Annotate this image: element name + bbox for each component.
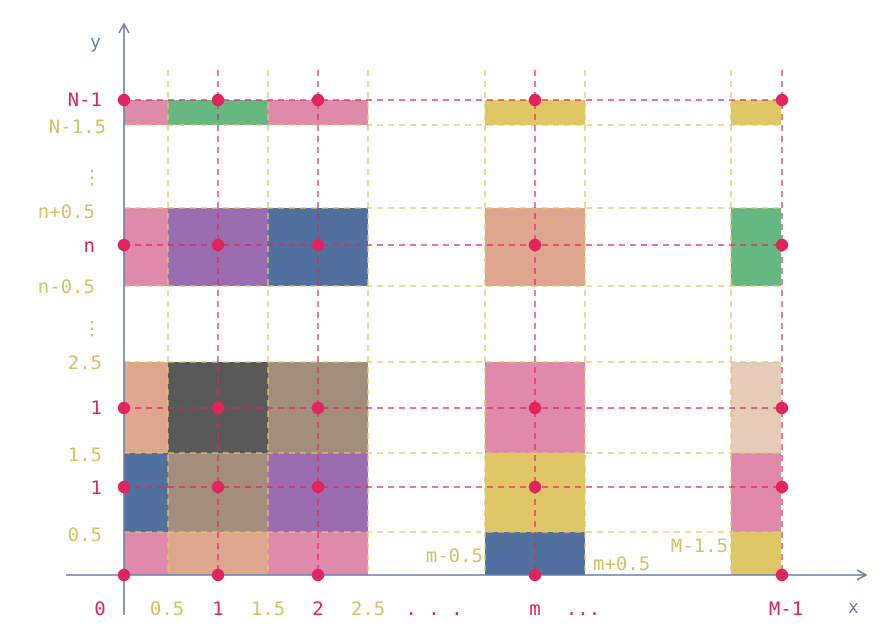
sample-point-0-r2 bbox=[117, 401, 131, 415]
sample-point-M-1-n bbox=[775, 238, 789, 252]
grid-cell-0-n bbox=[124, 208, 168, 286]
sample-points bbox=[117, 93, 789, 582]
sample-point-M-1-r0 bbox=[775, 568, 789, 582]
x-label-0.5: 0.5 bbox=[150, 598, 184, 620]
grid-cell-0-N-1 bbox=[124, 100, 168, 125]
label-M-1.5: M-1.5 bbox=[671, 535, 728, 557]
y-label-0.5: 0.5 bbox=[68, 524, 102, 546]
sample-point-1-r1 bbox=[211, 480, 225, 494]
x-label-1.5: 1.5 bbox=[251, 598, 285, 620]
y-label-2.5: 2.5 bbox=[68, 352, 102, 374]
sample-point-M-1-N-1 bbox=[775, 93, 789, 107]
sample-point-M-1-r2 bbox=[775, 401, 789, 415]
label-m-0.5: m-0.5 bbox=[426, 545, 483, 567]
sample-point-0-n bbox=[117, 238, 131, 252]
x-label-m: m bbox=[529, 598, 540, 620]
sample-point-1-r2 bbox=[211, 401, 225, 415]
x-label-0: 0 bbox=[94, 598, 105, 620]
sample-point-1-N-1 bbox=[211, 93, 225, 107]
grid-cell-M-1-N-1 bbox=[731, 100, 781, 125]
grid-cells bbox=[124, 100, 781, 575]
y-label-n+0.5: n+0.5 bbox=[38, 201, 95, 223]
x-label-M-1: M-1 bbox=[769, 598, 803, 620]
x-label-1: 1 bbox=[212, 598, 223, 620]
sample-point-0-r1 bbox=[117, 480, 131, 494]
y-label-n-0.5: n-0.5 bbox=[38, 276, 95, 298]
sample-point-1-r0 bbox=[211, 568, 225, 582]
sample-point-m-r2 bbox=[528, 401, 542, 415]
grid-cell-0-r0 bbox=[124, 532, 168, 575]
y-label-1-upper: 1 bbox=[91, 397, 102, 419]
sample-point-m-n bbox=[528, 238, 542, 252]
sample-point-0-N-1 bbox=[117, 93, 131, 107]
grid-cell-M-1-r0 bbox=[731, 532, 781, 575]
y-label-1.5: 1.5 bbox=[68, 444, 102, 466]
sample-point-m-r1 bbox=[528, 480, 542, 494]
y-label-N-1.5: N-1.5 bbox=[49, 116, 106, 138]
sample-point-0-r0 bbox=[117, 568, 131, 582]
y-axis-name: y bbox=[90, 32, 101, 53]
x-ellipsis-2: ... bbox=[566, 598, 600, 620]
grid-cell-M-1-n bbox=[731, 208, 781, 286]
x-ellipsis-1: . . . bbox=[405, 598, 462, 620]
y-vertical-ellipsis-top: ⋮ bbox=[83, 167, 102, 189]
sample-point-2-r0 bbox=[311, 568, 325, 582]
sample-point-2-r1 bbox=[311, 480, 325, 494]
y-label-n: n bbox=[84, 235, 95, 257]
sample-point-m-N-1 bbox=[528, 93, 542, 107]
sample-point-2-N-1 bbox=[311, 93, 325, 107]
grid-cell-0-r1 bbox=[124, 453, 168, 532]
y-vertical-ellipsis-bottom: ⋮ bbox=[83, 318, 102, 340]
sample-point-m-r0 bbox=[528, 568, 542, 582]
sample-point-M-1-r1 bbox=[775, 480, 789, 494]
sample-point-2-r2 bbox=[311, 401, 325, 415]
grid-cell-M-1-r1 bbox=[731, 453, 781, 532]
label-m+0.5: m+0.5 bbox=[593, 553, 650, 575]
x-label-2.5: 2.5 bbox=[351, 598, 385, 620]
cell-boundary-lines bbox=[124, 70, 781, 575]
x-axis-name: x bbox=[848, 597, 859, 618]
sample-point-1-n bbox=[211, 238, 225, 252]
y-label-N-1: N-1 bbox=[68, 89, 102, 111]
x-label-2: 2 bbox=[312, 598, 323, 620]
sample-point-2-n bbox=[311, 238, 325, 252]
y-label-1-lower: 1 bbox=[91, 477, 102, 499]
